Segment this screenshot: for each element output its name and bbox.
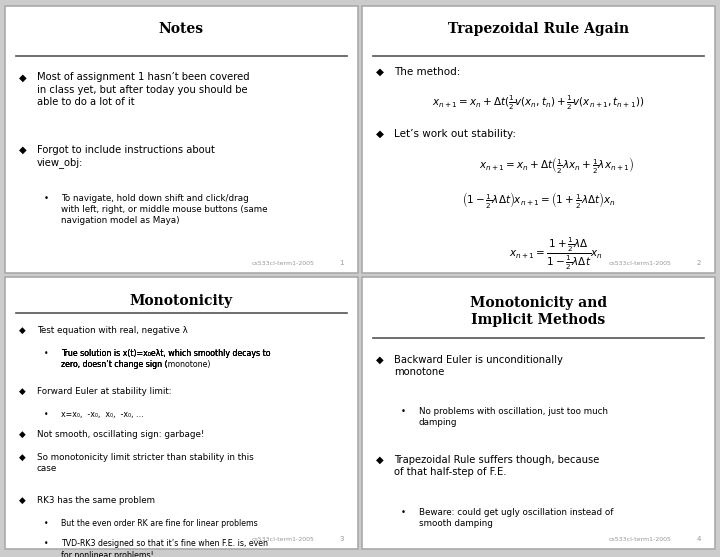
Text: $\left(1-\frac{1}{2}\lambda\Delta t\right)x_{n+1} = \left(1+\frac{1}{2}\lambda\D: $\left(1-\frac{1}{2}\lambda\Delta t\righ… xyxy=(462,190,616,210)
Text: Trapezoidal Rule Again: Trapezoidal Rule Again xyxy=(448,22,629,36)
Text: True solution is x(t)=x₀eλt, which smoothly decays to
zero, doesn’t change sign : True solution is x(t)=x₀eλt, which smoot… xyxy=(61,349,271,369)
Text: ◆: ◆ xyxy=(377,129,384,139)
Text: x=x₀,  -x₀,  x₀,  -x₀, …: x=x₀, -x₀, x₀, -x₀, … xyxy=(61,410,144,419)
Text: To navigate, hold down shift and click/drag
with left, right, or middle mouse bu: To navigate, hold down shift and click/d… xyxy=(61,194,268,225)
Text: $x_{n+1} = x_n + \Delta t(\frac{1}{2}v(x_n,t_n)+\frac{1}{2}v(x_{n+1},t_{n+1}))$: $x_{n+1} = x_n + \Delta t(\frac{1}{2}v(x… xyxy=(432,94,645,113)
Text: Let’s work out stability:: Let’s work out stability: xyxy=(394,129,516,139)
Text: 1: 1 xyxy=(339,260,343,266)
Text: 4: 4 xyxy=(696,536,701,542)
Text: ◆: ◆ xyxy=(19,496,26,505)
Text: True solution is x(t)=x₀eλt, which smoothly decays to
zero, doesn’t change sign : True solution is x(t)=x₀eλt, which smoot… xyxy=(61,349,271,369)
Text: Forward Euler at stability limit:: Forward Euler at stability limit: xyxy=(37,387,171,396)
Text: Monotonicity and
Implicit Methods: Monotonicity and Implicit Methods xyxy=(470,296,607,326)
Text: ◆: ◆ xyxy=(19,431,26,439)
Text: True solution is x(t)=x₀eλt, which smoothly decays to
zero, doesn’t change sign : True solution is x(t)=x₀eλt, which smoot… xyxy=(61,349,271,369)
Text: •: • xyxy=(401,407,406,417)
Text: ◆: ◆ xyxy=(19,453,26,462)
Text: But the even order RK are fine for linear problems: But the even order RK are fine for linea… xyxy=(61,519,258,528)
Text: Backward Euler is unconditionally
monotone: Backward Euler is unconditionally monoto… xyxy=(394,355,563,377)
Text: ◆: ◆ xyxy=(377,355,384,365)
Text: Beware: could get ugly oscillation instead of
smooth damping: Beware: could get ugly oscillation inste… xyxy=(418,508,613,528)
Text: Notes: Notes xyxy=(159,22,204,36)
Text: Not smooth, oscillating sign: garbage!: Not smooth, oscillating sign: garbage! xyxy=(37,431,204,439)
Text: $x_{n+1} = \dfrac{1+\frac{1}{2}\lambda\Delta}{1-\frac{1}{2}\lambda\Delta t}x_n$: $x_{n+1} = \dfrac{1+\frac{1}{2}\lambda\D… xyxy=(509,236,603,272)
Text: ◆: ◆ xyxy=(19,387,26,396)
Text: •: • xyxy=(44,410,48,419)
Text: cs533cl-term1-2005: cs533cl-term1-2005 xyxy=(609,261,672,266)
FancyBboxPatch shape xyxy=(5,6,358,273)
Text: 2: 2 xyxy=(696,260,701,266)
Text: cs533cl-term1-2005: cs533cl-term1-2005 xyxy=(252,261,315,266)
Text: Test equation with real, negative λ: Test equation with real, negative λ xyxy=(37,326,187,335)
Text: cs533cl-term1-2005: cs533cl-term1-2005 xyxy=(609,537,672,542)
Text: •: • xyxy=(44,519,48,528)
Text: ◆: ◆ xyxy=(377,67,384,77)
Text: $x_{n+1} = x_n + \Delta t\left(\frac{1}{2}\lambda x_n + \frac{1}{2}\lambda x_{n+: $x_{n+1} = x_n + \Delta t\left(\frac{1}{… xyxy=(479,155,634,175)
FancyBboxPatch shape xyxy=(362,6,715,273)
Text: ◆: ◆ xyxy=(19,72,27,82)
Text: So monotonicity limit stricter than stability in this
case: So monotonicity limit stricter than stab… xyxy=(37,453,253,473)
FancyBboxPatch shape xyxy=(5,277,358,549)
Text: Most of assignment 1 hasn’t been covered
in class yet, but after today you shoul: Most of assignment 1 hasn’t been covered… xyxy=(37,72,249,107)
Text: •: • xyxy=(401,508,406,517)
Text: RK3 has the same problem: RK3 has the same problem xyxy=(37,496,155,505)
Text: cs533cl-term1-2005: cs533cl-term1-2005 xyxy=(252,537,315,542)
Text: No problems with oscillation, just too much
damping: No problems with oscillation, just too m… xyxy=(418,407,608,427)
Text: ◆: ◆ xyxy=(19,326,26,335)
FancyBboxPatch shape xyxy=(362,277,715,549)
Text: •: • xyxy=(44,539,48,549)
Text: TVD-RK3 designed so that it’s fine when F.E. is, even
for nonlinear problems!: TVD-RK3 designed so that it’s fine when … xyxy=(61,539,269,557)
Text: Trapezoidal Rule suffers though, because
of that half-step of F.E.: Trapezoidal Rule suffers though, because… xyxy=(394,455,599,477)
Text: ◆: ◆ xyxy=(377,455,384,465)
Text: 3: 3 xyxy=(339,536,343,542)
Text: •: • xyxy=(44,194,49,203)
Text: Forgot to include instructions about
view_obj:: Forgot to include instructions about vie… xyxy=(37,145,215,168)
Text: True solution is x(t)=x₀eλt, which smoothly decays to
zero, doesn’t change sign : True solution is x(t)=x₀eλt, which smoot… xyxy=(61,349,271,369)
Text: •: • xyxy=(44,349,48,358)
Text: The method:: The method: xyxy=(394,67,460,77)
Text: ◆: ◆ xyxy=(19,145,27,155)
Text: Monotonicity: Monotonicity xyxy=(130,294,233,307)
